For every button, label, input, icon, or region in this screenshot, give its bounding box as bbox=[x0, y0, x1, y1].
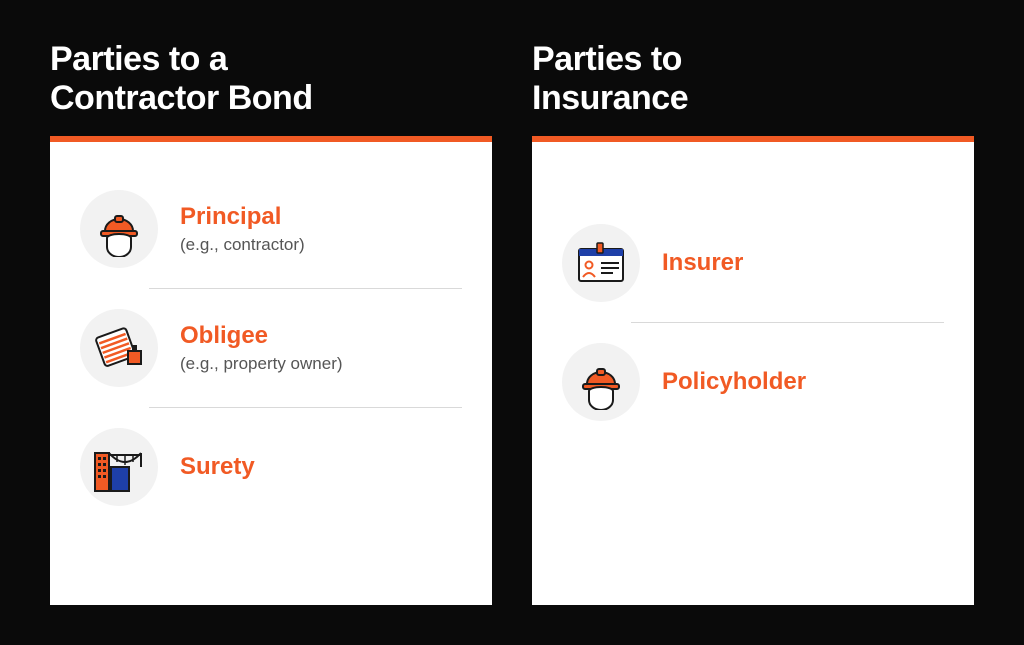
item-text: Policyholder bbox=[662, 368, 806, 396]
list-item: Surety bbox=[80, 408, 462, 526]
right-card: Insurer Policyholder bbox=[532, 136, 974, 605]
item-text: Surety bbox=[180, 453, 255, 481]
list-item: Insurer bbox=[562, 204, 944, 322]
right-title: Parties toInsurance bbox=[532, 40, 974, 118]
hardhat-icon bbox=[562, 343, 640, 421]
hardhat-icon bbox=[80, 190, 158, 268]
blueprint-icon bbox=[80, 309, 158, 387]
item-label: Insurer bbox=[662, 249, 743, 277]
list-item: Principal (e.g., contractor) bbox=[80, 170, 462, 288]
left-column: Parties to aContractor Bond Principal (e… bbox=[50, 40, 492, 605]
item-label: Obligee bbox=[180, 322, 343, 350]
item-text: Obligee (e.g., property owner) bbox=[180, 322, 343, 374]
left-card: Principal (e.g., contractor) bbox=[50, 136, 492, 605]
item-label: Principal bbox=[180, 203, 305, 231]
item-text: Principal (e.g., contractor) bbox=[180, 203, 305, 255]
list-item: Policyholder bbox=[562, 323, 944, 441]
id-card-icon bbox=[562, 224, 640, 302]
list-item: Obligee (e.g., property owner) bbox=[80, 289, 462, 407]
top-pad bbox=[562, 170, 944, 204]
item-label: Policyholder bbox=[662, 368, 806, 396]
item-sub: (e.g., property owner) bbox=[180, 354, 343, 374]
item-sub: (e.g., contractor) bbox=[180, 235, 305, 255]
skyline-icon bbox=[80, 428, 158, 506]
left-title: Parties to aContractor Bond bbox=[50, 40, 492, 118]
right-column: Parties toInsurance Insurer bbox=[532, 40, 974, 605]
item-label: Surety bbox=[180, 453, 255, 481]
item-text: Insurer bbox=[662, 249, 743, 277]
